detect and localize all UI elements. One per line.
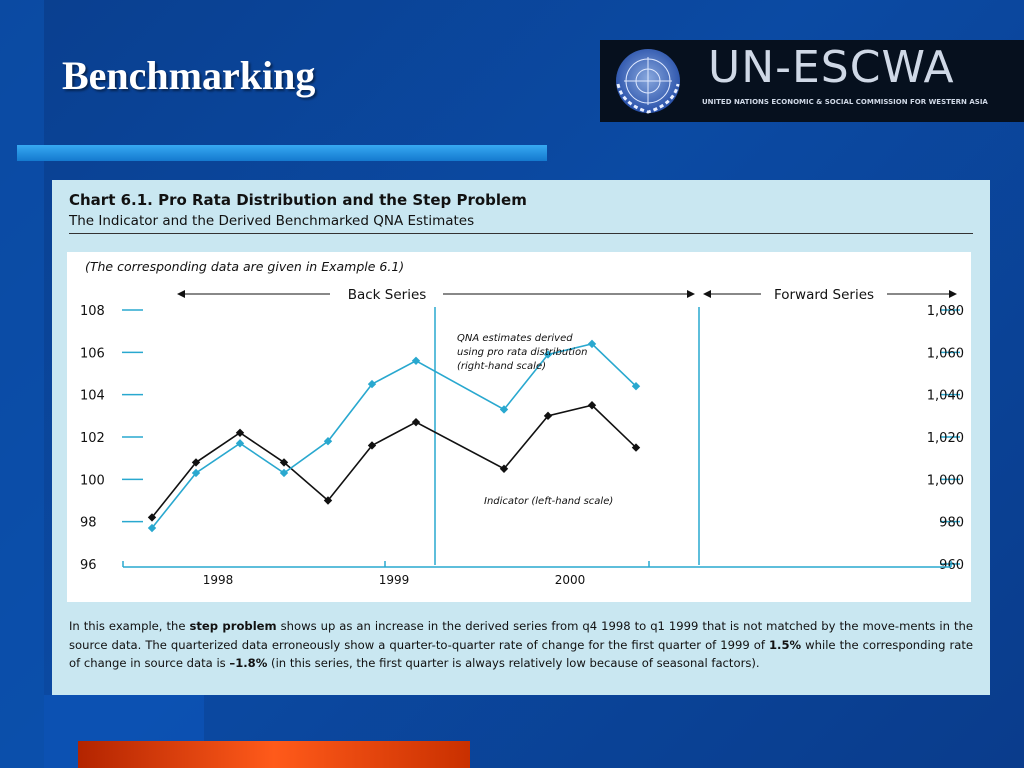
indicator-data-point bbox=[279, 458, 289, 467]
qna-data-point bbox=[499, 405, 509, 414]
right-axis-tick-label: 1,000 bbox=[927, 473, 964, 488]
caption-text-3: while the corresponding rate of change i… bbox=[69, 637, 973, 671]
left-axis-tick-label: 104 bbox=[80, 389, 105, 404]
chart-figure: Chart 6.1. Pro Rata Distribution and the… bbox=[52, 180, 990, 695]
caption-text-4: (in this series, the first quarter is al… bbox=[267, 656, 760, 670]
right-axis-tick-label: 980 bbox=[939, 516, 964, 531]
qna-data-point bbox=[587, 339, 597, 349]
x-axis-tick-label: 2000 bbox=[555, 573, 586, 587]
right-axis-tick-label: 1,020 bbox=[927, 431, 964, 446]
caption-emphasis-rate-source: –1.8% bbox=[229, 656, 268, 670]
indicator-data-point bbox=[235, 428, 245, 437]
x-axis-tick-label: 1999 bbox=[379, 573, 410, 587]
chart-subtitle: The Indicator and the Derived Benchmarke… bbox=[69, 213, 475, 229]
un-escwa-logo: UN-ESCWA UNITED NATIONS ECONOMIC & SOCIA… bbox=[600, 40, 1024, 122]
forward-series-label: Forward Series bbox=[774, 287, 874, 303]
indicator-data-point bbox=[587, 401, 597, 410]
back-series-arrowhead-right bbox=[687, 290, 695, 298]
forward-series-arrowhead-right bbox=[949, 290, 957, 298]
qna-data-point bbox=[235, 439, 245, 448]
caption-emphasis-rate-derived: 1.5% bbox=[768, 637, 802, 652]
right-axis-tick-label: 1,040 bbox=[927, 389, 964, 404]
indicator-data-point bbox=[543, 411, 553, 421]
qna-data-point bbox=[191, 468, 201, 478]
right-axis-tick-label: 1,080 bbox=[927, 304, 964, 319]
caption-text-2: shows up as an increase in the derived s… bbox=[69, 619, 973, 652]
chart-note: (The corresponding data are given in Exa… bbox=[85, 259, 404, 274]
back-series-label: Back Series bbox=[348, 287, 427, 303]
qna-data-point bbox=[367, 379, 377, 389]
chart-caption: In this example, the step problem shows … bbox=[69, 617, 973, 673]
logo-wordmark: UN-ESCWA bbox=[708, 42, 955, 93]
slide-title: Benchmarking bbox=[62, 53, 316, 98]
indicator-data-point bbox=[499, 464, 509, 473]
left-axis-tick-label: 108 bbox=[80, 304, 105, 319]
qna-series-annotation: QNA estimates derived bbox=[457, 333, 573, 344]
back-series-arrowhead-left bbox=[177, 290, 185, 298]
x-axis-tick-label: 1998 bbox=[203, 573, 234, 587]
indicator-data-point bbox=[323, 496, 333, 505]
background-stripe bbox=[0, 0, 44, 768]
caption-text-1: In this example, the bbox=[69, 619, 190, 633]
qna-data-point bbox=[631, 382, 641, 391]
indicator-data-point bbox=[411, 417, 421, 427]
qna-series-annotation: using pro rata distribution bbox=[457, 347, 587, 358]
footer-accent-bar bbox=[78, 741, 470, 768]
caption-emphasis-step-problem: step problem bbox=[189, 619, 277, 633]
title-rule bbox=[69, 233, 973, 234]
plot-panel: (The corresponding data are given in Exa… bbox=[67, 252, 971, 602]
left-axis-tick-label: 106 bbox=[80, 346, 105, 361]
indicator-data-point bbox=[367, 441, 377, 450]
left-axis-tick-label: 96 bbox=[80, 558, 97, 573]
right-axis-tick-label: 1,060 bbox=[927, 346, 964, 361]
qna-data-point bbox=[411, 356, 421, 365]
title-underline-bar bbox=[17, 145, 547, 161]
qna-data-point bbox=[323, 437, 333, 446]
qna-data-point bbox=[279, 468, 289, 478]
logo-subtitle: UNITED NATIONS ECONOMIC & SOCIAL COMMISS… bbox=[702, 98, 988, 106]
indicator-series-annotation: Indicator (left-hand scale) bbox=[484, 496, 613, 507]
qna-series-annotation: (right-hand scale) bbox=[457, 361, 546, 372]
chart-title: Chart 6.1. Pro Rata Distribution and the… bbox=[69, 191, 527, 209]
left-axis-tick-label: 98 bbox=[80, 516, 97, 531]
forward-series-arrowhead-left bbox=[703, 290, 711, 298]
left-axis-tick-label: 102 bbox=[80, 431, 105, 446]
qna-data-point bbox=[543, 350, 553, 359]
line-chart: (The corresponding data are given in Exa… bbox=[80, 259, 964, 587]
un-emblem-icon bbox=[616, 49, 680, 114]
indicator-data-point bbox=[631, 443, 641, 452]
left-axis-tick-label: 100 bbox=[80, 473, 105, 488]
